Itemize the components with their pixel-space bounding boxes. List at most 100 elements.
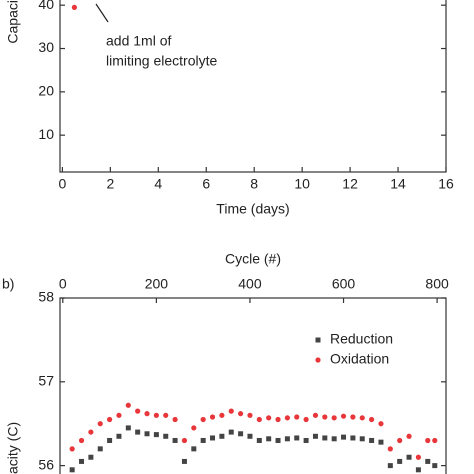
point	[369, 437, 375, 443]
x-axis-label: Cycle (#)	[225, 251, 281, 267]
x-tick-label: 800	[425, 276, 449, 292]
point	[181, 458, 187, 464]
point	[144, 431, 150, 437]
point	[350, 435, 356, 441]
point	[125, 425, 131, 431]
point	[200, 416, 206, 423]
point	[303, 416, 309, 423]
point	[369, 416, 375, 423]
y-axis-label: Capaci	[5, 0, 21, 44]
legend-swatch	[315, 337, 321, 343]
point	[88, 429, 94, 435]
point	[341, 434, 347, 440]
point	[312, 433, 318, 439]
point	[69, 446, 75, 452]
point	[397, 458, 403, 464]
x-tick-label: 2	[106, 176, 114, 192]
point	[415, 454, 421, 460]
point	[425, 437, 431, 444]
x-axis-label: Time (days)	[216, 201, 289, 217]
point	[266, 436, 272, 442]
x-tick-label: 200	[145, 276, 169, 292]
point	[228, 408, 234, 414]
point	[163, 412, 169, 418]
point	[228, 429, 234, 435]
point	[219, 433, 225, 439]
point	[219, 412, 225, 418]
point	[238, 411, 244, 417]
point	[135, 429, 141, 435]
point	[294, 435, 300, 441]
point	[135, 408, 141, 414]
x-tick-label: 8	[250, 176, 258, 192]
point	[359, 415, 365, 421]
point	[397, 437, 403, 444]
point	[387, 463, 393, 469]
point	[387, 446, 393, 452]
point	[116, 412, 122, 418]
x-tick-label: 10	[294, 176, 310, 192]
x-tick-label: 4	[154, 176, 162, 192]
legend-label: Reduction	[330, 331, 393, 347]
y-axis-label: acity (C)	[5, 422, 21, 474]
y-tick-label: 56	[38, 456, 54, 472]
point	[97, 421, 103, 427]
point	[425, 458, 431, 464]
point	[294, 414, 300, 420]
point	[378, 421, 384, 427]
x-tick-label: 14	[390, 176, 406, 192]
point	[71, 4, 77, 10]
y-tick-label: 58	[38, 289, 54, 305]
x-tick-label: 16	[438, 176, 454, 192]
point	[432, 463, 438, 469]
point	[210, 435, 216, 441]
annotation: add 1ml of	[106, 33, 171, 49]
point	[340, 413, 347, 419]
plot-frame	[59, 0, 447, 173]
point	[107, 437, 113, 443]
point	[312, 412, 319, 418]
point	[88, 454, 94, 460]
x-tick-label: 12	[342, 176, 358, 192]
y-tick-label: 40	[38, 0, 54, 12]
y-tick-label: 10	[38, 126, 54, 142]
point	[275, 416, 281, 423]
point	[331, 415, 337, 421]
annotation: limiting electrolyte	[106, 53, 217, 69]
point	[163, 433, 169, 439]
legend-swatch	[315, 357, 321, 363]
point	[238, 431, 244, 437]
point	[415, 467, 421, 473]
annotation-line	[95, 3, 109, 23]
point	[350, 414, 356, 420]
plot-frame	[59, 297, 447, 474]
point	[153, 412, 159, 418]
x-tick-label: 6	[202, 176, 210, 192]
x-tick-label: 600	[332, 276, 356, 292]
point	[275, 437, 281, 443]
x-tick-label: 400	[238, 276, 262, 292]
point	[78, 437, 85, 444]
point	[284, 415, 290, 421]
point	[303, 437, 309, 443]
point	[256, 437, 262, 443]
point	[266, 415, 272, 421]
y-tick-label: 57	[38, 373, 54, 389]
point	[181, 437, 188, 444]
point	[69, 467, 75, 473]
legend-label: Oxidation	[330, 351, 389, 367]
point	[322, 414, 328, 420]
point	[359, 436, 365, 442]
point	[284, 436, 290, 442]
point	[209, 414, 216, 420]
point	[256, 416, 262, 423]
point	[191, 425, 197, 431]
point	[106, 416, 113, 423]
point	[116, 433, 122, 439]
point	[406, 433, 412, 439]
panel-label: b)	[2, 276, 14, 292]
point	[191, 446, 197, 452]
point	[406, 454, 412, 460]
point	[432, 437, 438, 444]
